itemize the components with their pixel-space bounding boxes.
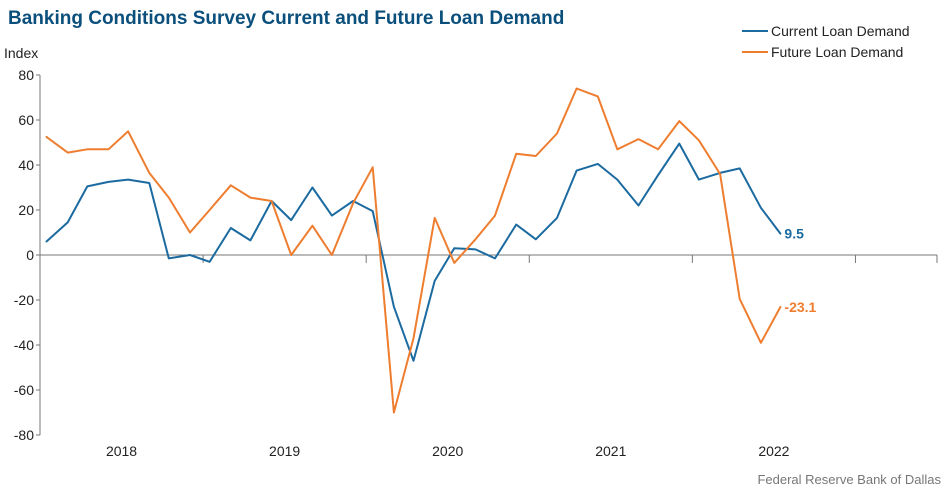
y-tick-label: 40 (18, 157, 34, 173)
chart-title: Banking Conditions Survey Current and Fu… (8, 8, 564, 29)
source-note: Federal Reserve Bank of Dallas (757, 472, 941, 487)
legend: Current Loan Demand Future Loan Demand (742, 23, 910, 60)
y-tick-label: -60 (14, 382, 34, 398)
y-tick-label: -20 (14, 292, 34, 308)
y-tick-label: 0 (26, 247, 34, 263)
y-tick-label: 20 (18, 202, 34, 218)
x-tick-label: 2022 (758, 443, 789, 459)
y-axis: 80 60 40 20 0 -20 -40 -60 -80 (14, 67, 41, 443)
y-tick-label: -80 (14, 427, 34, 443)
x-tick-label: 2019 (269, 443, 300, 459)
series-line-current (45, 142, 782, 362)
y-axis-label: Index (4, 45, 38, 61)
legend-label: Future Loan Demand (771, 44, 903, 60)
x-tick-label: 2018 (106, 443, 137, 459)
series-line-future (45, 87, 782, 414)
end-value-label: -23.1 (784, 299, 816, 315)
y-tick-label: 60 (18, 112, 34, 128)
plot-area: 9.5 -23.1 (45, 87, 817, 414)
y-tick-label: 80 (18, 67, 34, 83)
x-tick-label: 2021 (595, 443, 626, 459)
legend-label: Current Loan Demand (771, 23, 910, 39)
y-tick-label: -40 (14, 337, 34, 353)
x-axis: 2018 2019 2020 2021 2022 (39, 254, 938, 459)
end-value-label: 9.5 (784, 226, 804, 242)
x-tick-label: 2020 (432, 443, 463, 459)
